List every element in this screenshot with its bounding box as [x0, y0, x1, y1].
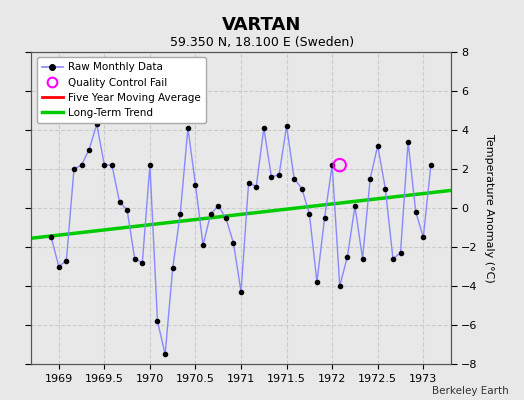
Point: [313, 279, 321, 285]
Point: [138, 259, 147, 266]
Point: [419, 234, 428, 240]
Point: [206, 211, 215, 217]
Point: [176, 211, 184, 217]
Point: [320, 214, 329, 221]
Point: [305, 211, 313, 217]
Point: [343, 254, 352, 260]
Point: [411, 209, 420, 215]
Point: [244, 180, 253, 186]
Point: [146, 162, 154, 168]
Point: [230, 240, 238, 246]
Point: [115, 199, 124, 205]
Point: [351, 203, 359, 209]
Point: [191, 182, 200, 188]
Point: [259, 125, 268, 131]
Point: [161, 351, 169, 358]
Point: [237, 289, 245, 295]
Text: 59.350 N, 18.100 E (Sweden): 59.350 N, 18.100 E (Sweden): [170, 36, 354, 49]
Point: [62, 258, 71, 264]
Point: [93, 121, 101, 127]
Point: [85, 146, 93, 153]
Point: [335, 162, 344, 168]
Point: [252, 183, 260, 190]
Point: [169, 265, 177, 272]
Point: [130, 256, 139, 262]
Point: [358, 256, 367, 262]
Point: [214, 203, 223, 209]
Point: [275, 172, 283, 178]
Y-axis label: Temperature Anomaly (°C): Temperature Anomaly (°C): [484, 134, 494, 282]
Point: [154, 318, 162, 324]
Point: [404, 138, 412, 145]
Text: VARTAN: VARTAN: [222, 16, 302, 34]
Point: [47, 234, 56, 240]
Point: [396, 250, 405, 256]
Point: [366, 176, 374, 182]
Point: [54, 263, 63, 270]
Point: [389, 256, 397, 262]
Text: Berkeley Earth: Berkeley Earth: [432, 386, 508, 396]
Point: [328, 162, 336, 168]
Point: [267, 174, 276, 180]
Point: [222, 214, 230, 221]
Point: [427, 162, 435, 168]
Point: [298, 185, 306, 192]
Point: [282, 123, 291, 129]
Point: [100, 162, 108, 168]
Point: [199, 242, 207, 248]
Point: [123, 207, 132, 213]
Point: [78, 162, 86, 168]
Point: [381, 185, 389, 192]
Point: [374, 142, 382, 149]
Point: [70, 166, 78, 172]
Point: [184, 125, 192, 131]
Legend: Raw Monthly Data, Quality Control Fail, Five Year Moving Average, Long-Term Tren: Raw Monthly Data, Quality Control Fail, …: [37, 57, 206, 123]
Point: [290, 176, 298, 182]
Point: [335, 283, 344, 289]
Point: [108, 162, 116, 168]
